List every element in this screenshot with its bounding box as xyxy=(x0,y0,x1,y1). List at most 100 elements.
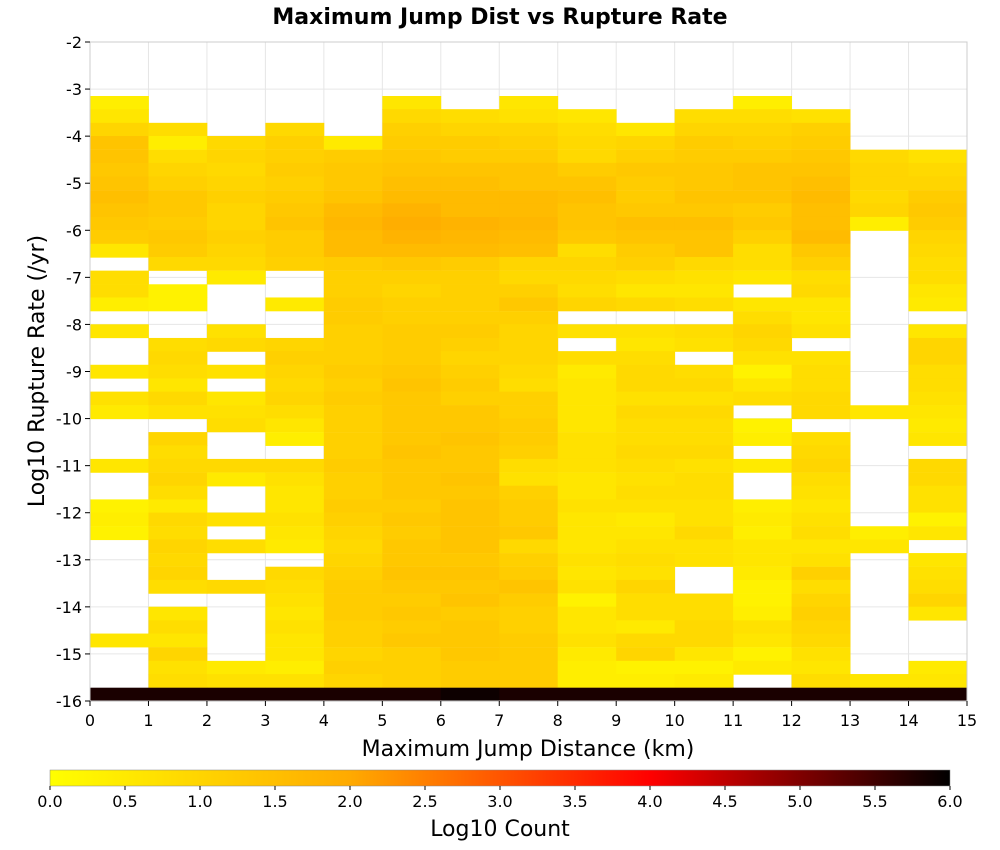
heatmap-cell xyxy=(265,687,325,702)
heatmap-cell xyxy=(382,579,442,594)
heatmap-cell xyxy=(674,122,734,137)
heatmap-cell xyxy=(440,432,500,446)
heatmap-cell xyxy=(908,216,968,231)
heatmap-cell xyxy=(382,270,442,285)
heatmap-cell xyxy=(908,243,968,258)
heatmap-cell xyxy=(499,136,559,150)
heatmap-cell xyxy=(850,190,909,204)
heatmap-cell xyxy=(265,256,325,271)
heatmap-cell xyxy=(908,230,968,244)
heatmap-cell xyxy=(908,284,968,299)
heatmap-cell xyxy=(791,391,851,406)
heatmap-cell xyxy=(323,311,383,325)
heatmap-cell xyxy=(733,311,792,325)
heatmap-cell xyxy=(265,674,325,688)
heatmap-cell xyxy=(499,324,559,339)
colorbar-tick-label: 1.5 xyxy=(262,792,287,811)
heatmap-cell xyxy=(791,432,851,446)
y-axis-label: Log10 Rupture Rate (/yr) xyxy=(25,235,50,507)
heatmap-cell xyxy=(499,364,559,379)
heatmap-cell xyxy=(206,243,266,258)
heatmap-cell xyxy=(323,270,383,285)
heatmap-cell xyxy=(148,526,208,541)
heatmap-cell xyxy=(265,122,325,137)
heatmap-cell xyxy=(440,391,500,406)
heatmap-cell xyxy=(499,405,559,420)
heatmap-cell xyxy=(323,674,383,688)
heatmap-cell xyxy=(616,364,676,379)
heatmap-cell xyxy=(616,216,676,231)
heatmap-cell xyxy=(557,216,617,231)
x-tick-label: 9 xyxy=(611,711,621,730)
heatmap-cell xyxy=(382,418,442,433)
heatmap-cell xyxy=(733,512,792,527)
heatmap-cell xyxy=(791,176,851,191)
heatmap-cell xyxy=(908,256,968,271)
heatmap-cell xyxy=(791,324,851,339)
heatmap-cell xyxy=(557,162,617,177)
y-tick-label: -8 xyxy=(66,315,82,334)
heatmap-cell xyxy=(440,647,500,662)
heatmap-cell xyxy=(616,176,676,191)
heatmap-cell xyxy=(557,230,617,244)
heatmap-cell xyxy=(206,539,266,554)
heatmap-cell xyxy=(733,149,792,164)
heatmap-cell xyxy=(791,606,851,621)
heatmap-cells xyxy=(90,96,968,702)
heatmap-cell xyxy=(323,378,383,393)
heatmap-cell xyxy=(733,620,792,635)
heatmap-cell xyxy=(265,499,325,514)
heatmap-cell xyxy=(791,553,851,567)
heatmap-cell xyxy=(908,378,968,393)
heatmap-cell xyxy=(674,297,734,312)
heatmap-cell xyxy=(440,324,500,339)
heatmap-cell xyxy=(323,337,383,352)
heatmap-cell xyxy=(908,418,968,433)
x-tick-label: 12 xyxy=(781,711,801,730)
heatmap-cell xyxy=(791,499,851,514)
heatmap-cell xyxy=(908,270,968,285)
heatmap-cell xyxy=(616,458,676,473)
heatmap-cell xyxy=(908,162,968,177)
heatmap-cell xyxy=(148,203,208,218)
heatmap-cell xyxy=(908,687,968,702)
heatmap-cell xyxy=(90,391,149,406)
heatmap-cell xyxy=(90,324,149,339)
x-axis-label: Maximum Jump Distance (km) xyxy=(362,737,695,762)
colorbar-tick-label: 1.0 xyxy=(187,792,212,811)
heatmap-cell xyxy=(148,337,208,352)
heatmap-cell xyxy=(323,256,383,271)
heatmap-cell xyxy=(908,606,968,621)
heatmap-cell xyxy=(557,674,617,688)
heatmap-cell xyxy=(616,499,676,514)
heatmap-cell xyxy=(440,526,500,541)
heatmap-cell xyxy=(265,176,325,191)
heatmap-cell xyxy=(148,149,208,164)
heatmap-cell xyxy=(206,391,266,406)
heatmap-cell xyxy=(90,203,149,218)
heatmap-cell xyxy=(265,620,325,635)
heatmap-cell xyxy=(148,485,208,500)
heatmap-cell xyxy=(674,593,734,608)
heatmap-cell xyxy=(90,149,149,164)
heatmap-cell xyxy=(557,579,617,594)
heatmap-cell xyxy=(616,526,676,541)
heatmap-cell xyxy=(791,472,851,487)
y-tick-label: -12 xyxy=(56,504,82,523)
heatmap-cell xyxy=(440,378,500,393)
y-tick-label: -5 xyxy=(66,174,82,193)
heatmap-cell xyxy=(148,458,208,473)
heatmap-cell xyxy=(148,364,208,379)
heatmap-cell xyxy=(499,687,559,702)
heatmap-cell xyxy=(265,512,325,527)
heatmap-cell xyxy=(499,391,559,406)
heatmap-cell xyxy=(733,176,792,191)
heatmap-cell xyxy=(148,472,208,487)
heatmap-cell xyxy=(616,405,676,420)
heatmap-cell xyxy=(90,122,149,137)
heatmap-cell xyxy=(265,243,325,258)
heatmap-cell xyxy=(791,216,851,231)
heatmap-cell xyxy=(733,647,792,662)
heatmap-cell xyxy=(206,687,266,702)
colorbar-tick-label: 4.5 xyxy=(712,792,737,811)
